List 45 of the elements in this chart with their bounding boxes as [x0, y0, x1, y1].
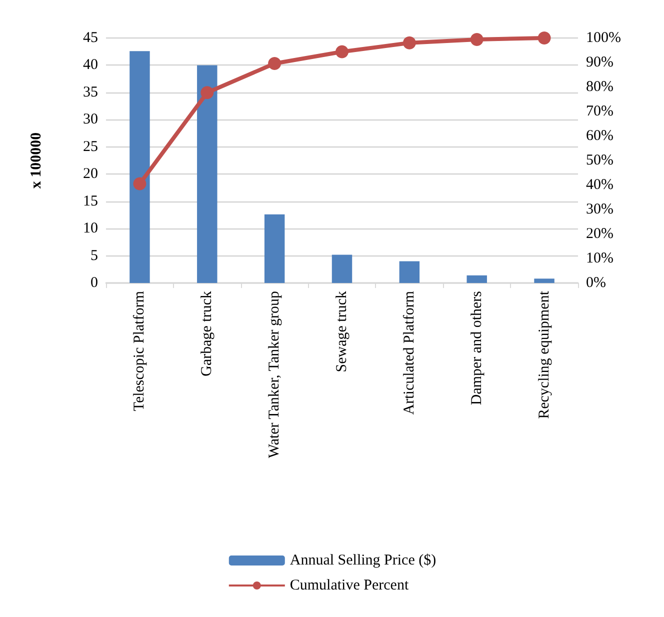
point: [538, 32, 551, 44]
legend-label: Cumulative Percent: [290, 578, 410, 594]
y2-tick-label: 40%: [586, 177, 614, 193]
point: [133, 177, 146, 190]
x-tick-label: Articulated Platform: [401, 290, 418, 415]
y-tick-label: 0: [90, 275, 98, 291]
bar: [332, 254, 352, 283]
legend-label: Annual Selling Price ($): [290, 552, 436, 568]
x-tick-label: Water Tanker, Tanker group: [266, 291, 283, 458]
y-tick-label: 30: [83, 112, 98, 128]
y-tick-label: 15: [83, 193, 98, 210]
bar: [534, 278, 554, 283]
y-tick-label: 40: [83, 57, 98, 74]
point: [336, 45, 348, 58]
bar: [197, 65, 218, 283]
y-tick-label: 20: [83, 166, 98, 182]
y2-tick-label: 90%: [586, 54, 614, 70]
x-tick-label: Sewage truck: [334, 290, 350, 372]
y2-tick-label: 10%: [586, 250, 614, 266]
y2-tick-label: 50%: [586, 152, 614, 168]
point: [200, 86, 214, 100]
point: [402, 36, 416, 50]
y2-tick-label: 20%: [586, 226, 614, 242]
y2-tick-label: 60%: [586, 128, 614, 144]
x-tick-label: Recycling equipment: [536, 290, 552, 419]
point: [470, 32, 484, 46]
x-tick-label: Telescopic Platform: [132, 290, 148, 412]
bar: [264, 214, 285, 283]
y-axis-title: x 100000: [28, 132, 44, 189]
y-tick-label: 35: [83, 84, 98, 100]
x-tick-label: Damper and others: [468, 290, 485, 406]
bar: [466, 275, 487, 283]
y-tick-label: 25: [83, 138, 98, 155]
x-tick-label: Garbage truck: [199, 290, 216, 376]
y-tick-label: 10: [83, 220, 98, 237]
point: [268, 56, 282, 70]
y2-tick-label: 80%: [586, 79, 614, 95]
y-tick-label: 45: [83, 30, 98, 46]
y2-tick-label: 100%: [586, 30, 621, 46]
y2-tick-label: 30%: [586, 202, 614, 218]
bar: [399, 261, 420, 283]
y2-tick-label: 0%: [586, 275, 606, 291]
y2-tick-label: 70%: [586, 104, 614, 120]
y-tick-label: 5: [90, 248, 98, 264]
bar: [130, 51, 150, 283]
